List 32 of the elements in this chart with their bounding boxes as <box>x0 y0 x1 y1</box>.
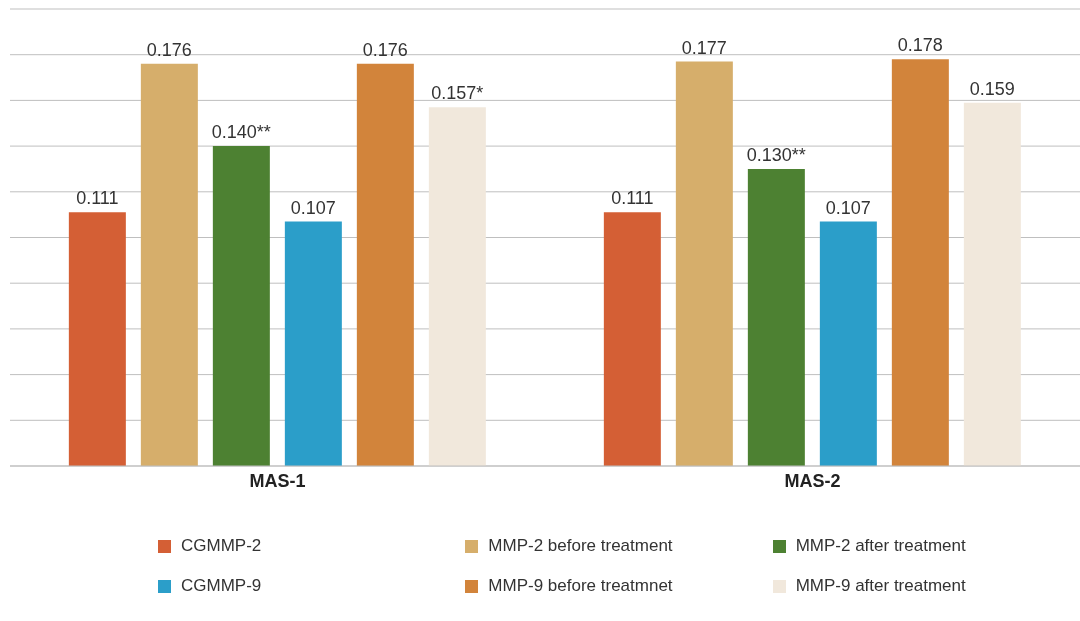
x-tick-label: MAS-2 <box>784 470 841 491</box>
bar <box>284 221 342 466</box>
data-label: 0.111 <box>76 188 119 209</box>
bar <box>212 146 270 466</box>
data-label: 0.176 <box>146 39 192 60</box>
bar <box>747 168 805 466</box>
x-tick-label: MAS-1 <box>249 470 306 491</box>
bar <box>891 59 949 466</box>
bar <box>356 63 414 466</box>
data-label: 0.157* <box>431 83 484 104</box>
data-label: 0.177 <box>681 37 727 58</box>
data-label: 0.140** <box>211 122 271 143</box>
legend-label: MMP-9 before treatmnet <box>488 576 673 596</box>
bar <box>819 221 877 466</box>
bar <box>140 63 198 466</box>
data-label: 0.130** <box>746 144 806 165</box>
data-label: 0.107 <box>825 197 871 218</box>
legend-label: MMP-2 after treatment <box>795 536 966 556</box>
legend-label: CGMMP-9 <box>181 576 262 596</box>
data-label: 0.107 <box>290 197 336 218</box>
bar <box>963 102 1021 466</box>
bar <box>675 61 733 466</box>
bar <box>603 212 661 466</box>
data-label: 0.159 <box>969 78 1015 99</box>
data-label: 0.111 <box>611 188 654 209</box>
bar <box>68 212 126 466</box>
legend-label: MMP-2 before treatment <box>488 536 673 556</box>
legend-label: CGMMP-2 <box>181 536 262 556</box>
legend-label: MMP-9 after treatment <box>795 576 966 596</box>
bar <box>428 107 486 466</box>
data-label: 0.176 <box>362 39 408 60</box>
data-label: 0.178 <box>897 35 943 56</box>
